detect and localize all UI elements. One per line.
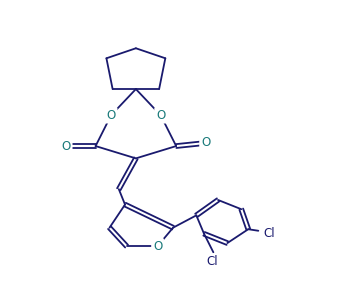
Text: Cl: Cl [206, 255, 218, 268]
Text: Cl: Cl [263, 226, 275, 240]
Text: O: O [106, 109, 116, 122]
Text: O: O [201, 136, 210, 149]
Text: O: O [156, 109, 165, 122]
Text: O: O [61, 140, 71, 153]
Text: O: O [153, 240, 162, 253]
